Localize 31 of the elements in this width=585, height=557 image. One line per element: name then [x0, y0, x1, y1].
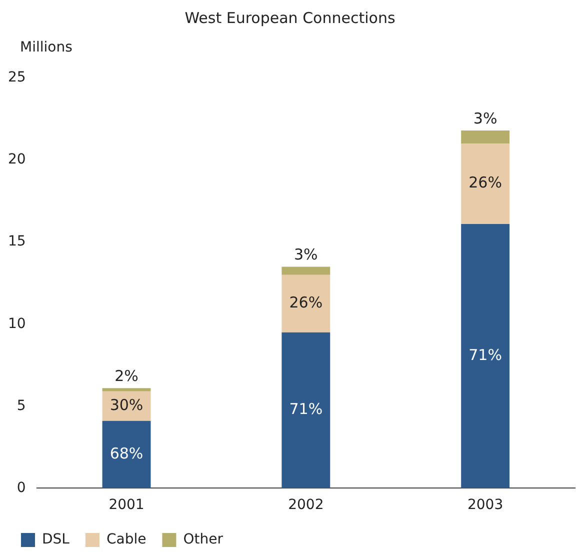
- annotation: 26%: [468, 174, 502, 192]
- annotation: 30%: [110, 396, 144, 414]
- bar: [102, 388, 151, 392]
- bar: [461, 224, 510, 488]
- bar: [102, 420, 151, 488]
- y-tick-label: 15: [8, 234, 26, 250]
- legend-label: Other: [183, 532, 224, 548]
- chart-title: West European Connections: [184, 8, 396, 27]
- bar: [461, 144, 510, 224]
- x-tick-label: 2003: [467, 497, 504, 514]
- annotation: 3%: [294, 246, 318, 264]
- annotation: 2%: [114, 367, 138, 385]
- bar: [282, 266, 330, 275]
- y-tick-label: 20: [8, 152, 26, 168]
- bar: [282, 332, 330, 488]
- annotation: 68%: [110, 444, 144, 462]
- annotation: 26%: [289, 294, 323, 312]
- annotation: 71%: [289, 400, 323, 418]
- y-tick-label: 5: [16, 398, 26, 414]
- legend-label: DSL: [42, 532, 70, 548]
- bar: [282, 274, 330, 332]
- bar: [461, 130, 510, 144]
- y-tick-label: 25: [8, 70, 26, 86]
- x-tick-label: 2001: [108, 497, 144, 514]
- annotation: 71%: [468, 346, 502, 364]
- legend-label: Cable: [106, 532, 146, 548]
- x-tick-label: 2002: [288, 497, 324, 514]
- annotation: 3%: [473, 109, 498, 128]
- y-tick-label: 10: [8, 316, 26, 332]
- y-axis-title: Millions: [20, 40, 72, 56]
- y-tick-label: 0: [16, 480, 26, 496]
